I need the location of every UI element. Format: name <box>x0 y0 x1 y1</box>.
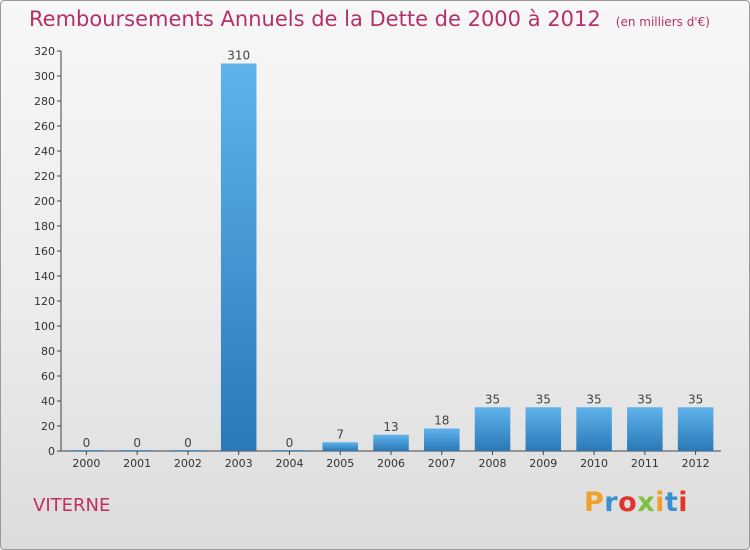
y-tick-label: 0 <box>48 445 55 458</box>
bar-value-label: 35 <box>637 392 652 406</box>
bar-value-label: 0 <box>83 436 91 450</box>
y-tick-label: 260 <box>34 120 55 133</box>
bar <box>119 450 155 451</box>
y-tick-label: 200 <box>34 195 55 208</box>
x-tick-label: 2001 <box>123 457 151 470</box>
logo-letter: P <box>584 487 605 518</box>
bar <box>322 442 358 451</box>
x-tick-label: 2012 <box>682 457 710 470</box>
x-tick-label: 2002 <box>174 457 202 470</box>
x-tick-label: 2000 <box>72 457 100 470</box>
bar-value-label: 13 <box>383 420 398 434</box>
bar-value-label: 35 <box>586 392 601 406</box>
y-tick-label: 100 <box>34 320 55 333</box>
bar-value-label: 7 <box>336 427 344 441</box>
bar-value-label: 0 <box>133 436 141 450</box>
y-tick-label: 140 <box>34 270 55 283</box>
x-tick-label: 2008 <box>479 457 507 470</box>
y-tick-label: 160 <box>34 245 55 258</box>
bar <box>474 407 511 451</box>
bar-value-label: 0 <box>286 436 294 450</box>
y-tick-label: 280 <box>34 95 55 108</box>
bar <box>525 407 562 451</box>
bar-value-label: 310 <box>227 49 250 63</box>
y-tick-label: 120 <box>34 295 55 308</box>
bar <box>271 450 308 451</box>
x-tick-label: 2011 <box>631 457 659 470</box>
bar <box>373 434 409 451</box>
logo-letter: i <box>655 487 665 518</box>
chart-title: Remboursements Annuels de la Dette de 20… <box>29 7 601 31</box>
bar <box>68 450 105 451</box>
y-tick-label: 220 <box>34 170 55 183</box>
bar <box>170 450 206 451</box>
logo-letter: r <box>604 487 619 518</box>
y-tick-label: 300 <box>34 70 55 83</box>
x-tick-label: 2006 <box>377 457 405 470</box>
y-tick-label: 320 <box>34 45 55 58</box>
logo-letter: t <box>664 487 679 518</box>
y-tick-label: 40 <box>41 395 55 408</box>
title-row: Remboursements Annuels de la Dette de 20… <box>29 7 710 31</box>
logo-letter: i <box>678 487 689 518</box>
bar-value-label: 35 <box>536 392 551 406</box>
bar-value-label: 35 <box>688 392 703 406</box>
bar <box>576 407 612 451</box>
y-tick-label: 180 <box>34 220 55 233</box>
bar <box>627 407 663 451</box>
bar <box>220 63 257 451</box>
y-tick-label: 80 <box>41 345 55 358</box>
proxiti-logo[interactable]: Proxiti <box>584 487 688 518</box>
x-tick-label: 2010 <box>580 457 608 470</box>
bar-value-label: 0 <box>184 436 192 450</box>
bar-value-label: 35 <box>485 392 500 406</box>
bar <box>677 407 714 451</box>
y-tick-label: 60 <box>41 370 55 383</box>
bar-value-label: 18 <box>434 414 449 428</box>
bar <box>424 428 460 451</box>
place-name: VITERNE <box>33 495 111 516</box>
x-tick-label: 2009 <box>529 457 557 470</box>
x-tick-label: 2003 <box>225 457 253 470</box>
x-tick-label: 2004 <box>275 457 303 470</box>
chart-subtitle: (en milliers d'€) <box>615 15 710 29</box>
x-tick-label: 2005 <box>326 457 354 470</box>
y-tick-label: 240 <box>34 145 55 158</box>
y-tick-label: 20 <box>41 420 55 433</box>
x-tick-label: 2007 <box>428 457 456 470</box>
logo-letter: x <box>637 487 656 518</box>
logo-letter: o <box>618 487 638 518</box>
